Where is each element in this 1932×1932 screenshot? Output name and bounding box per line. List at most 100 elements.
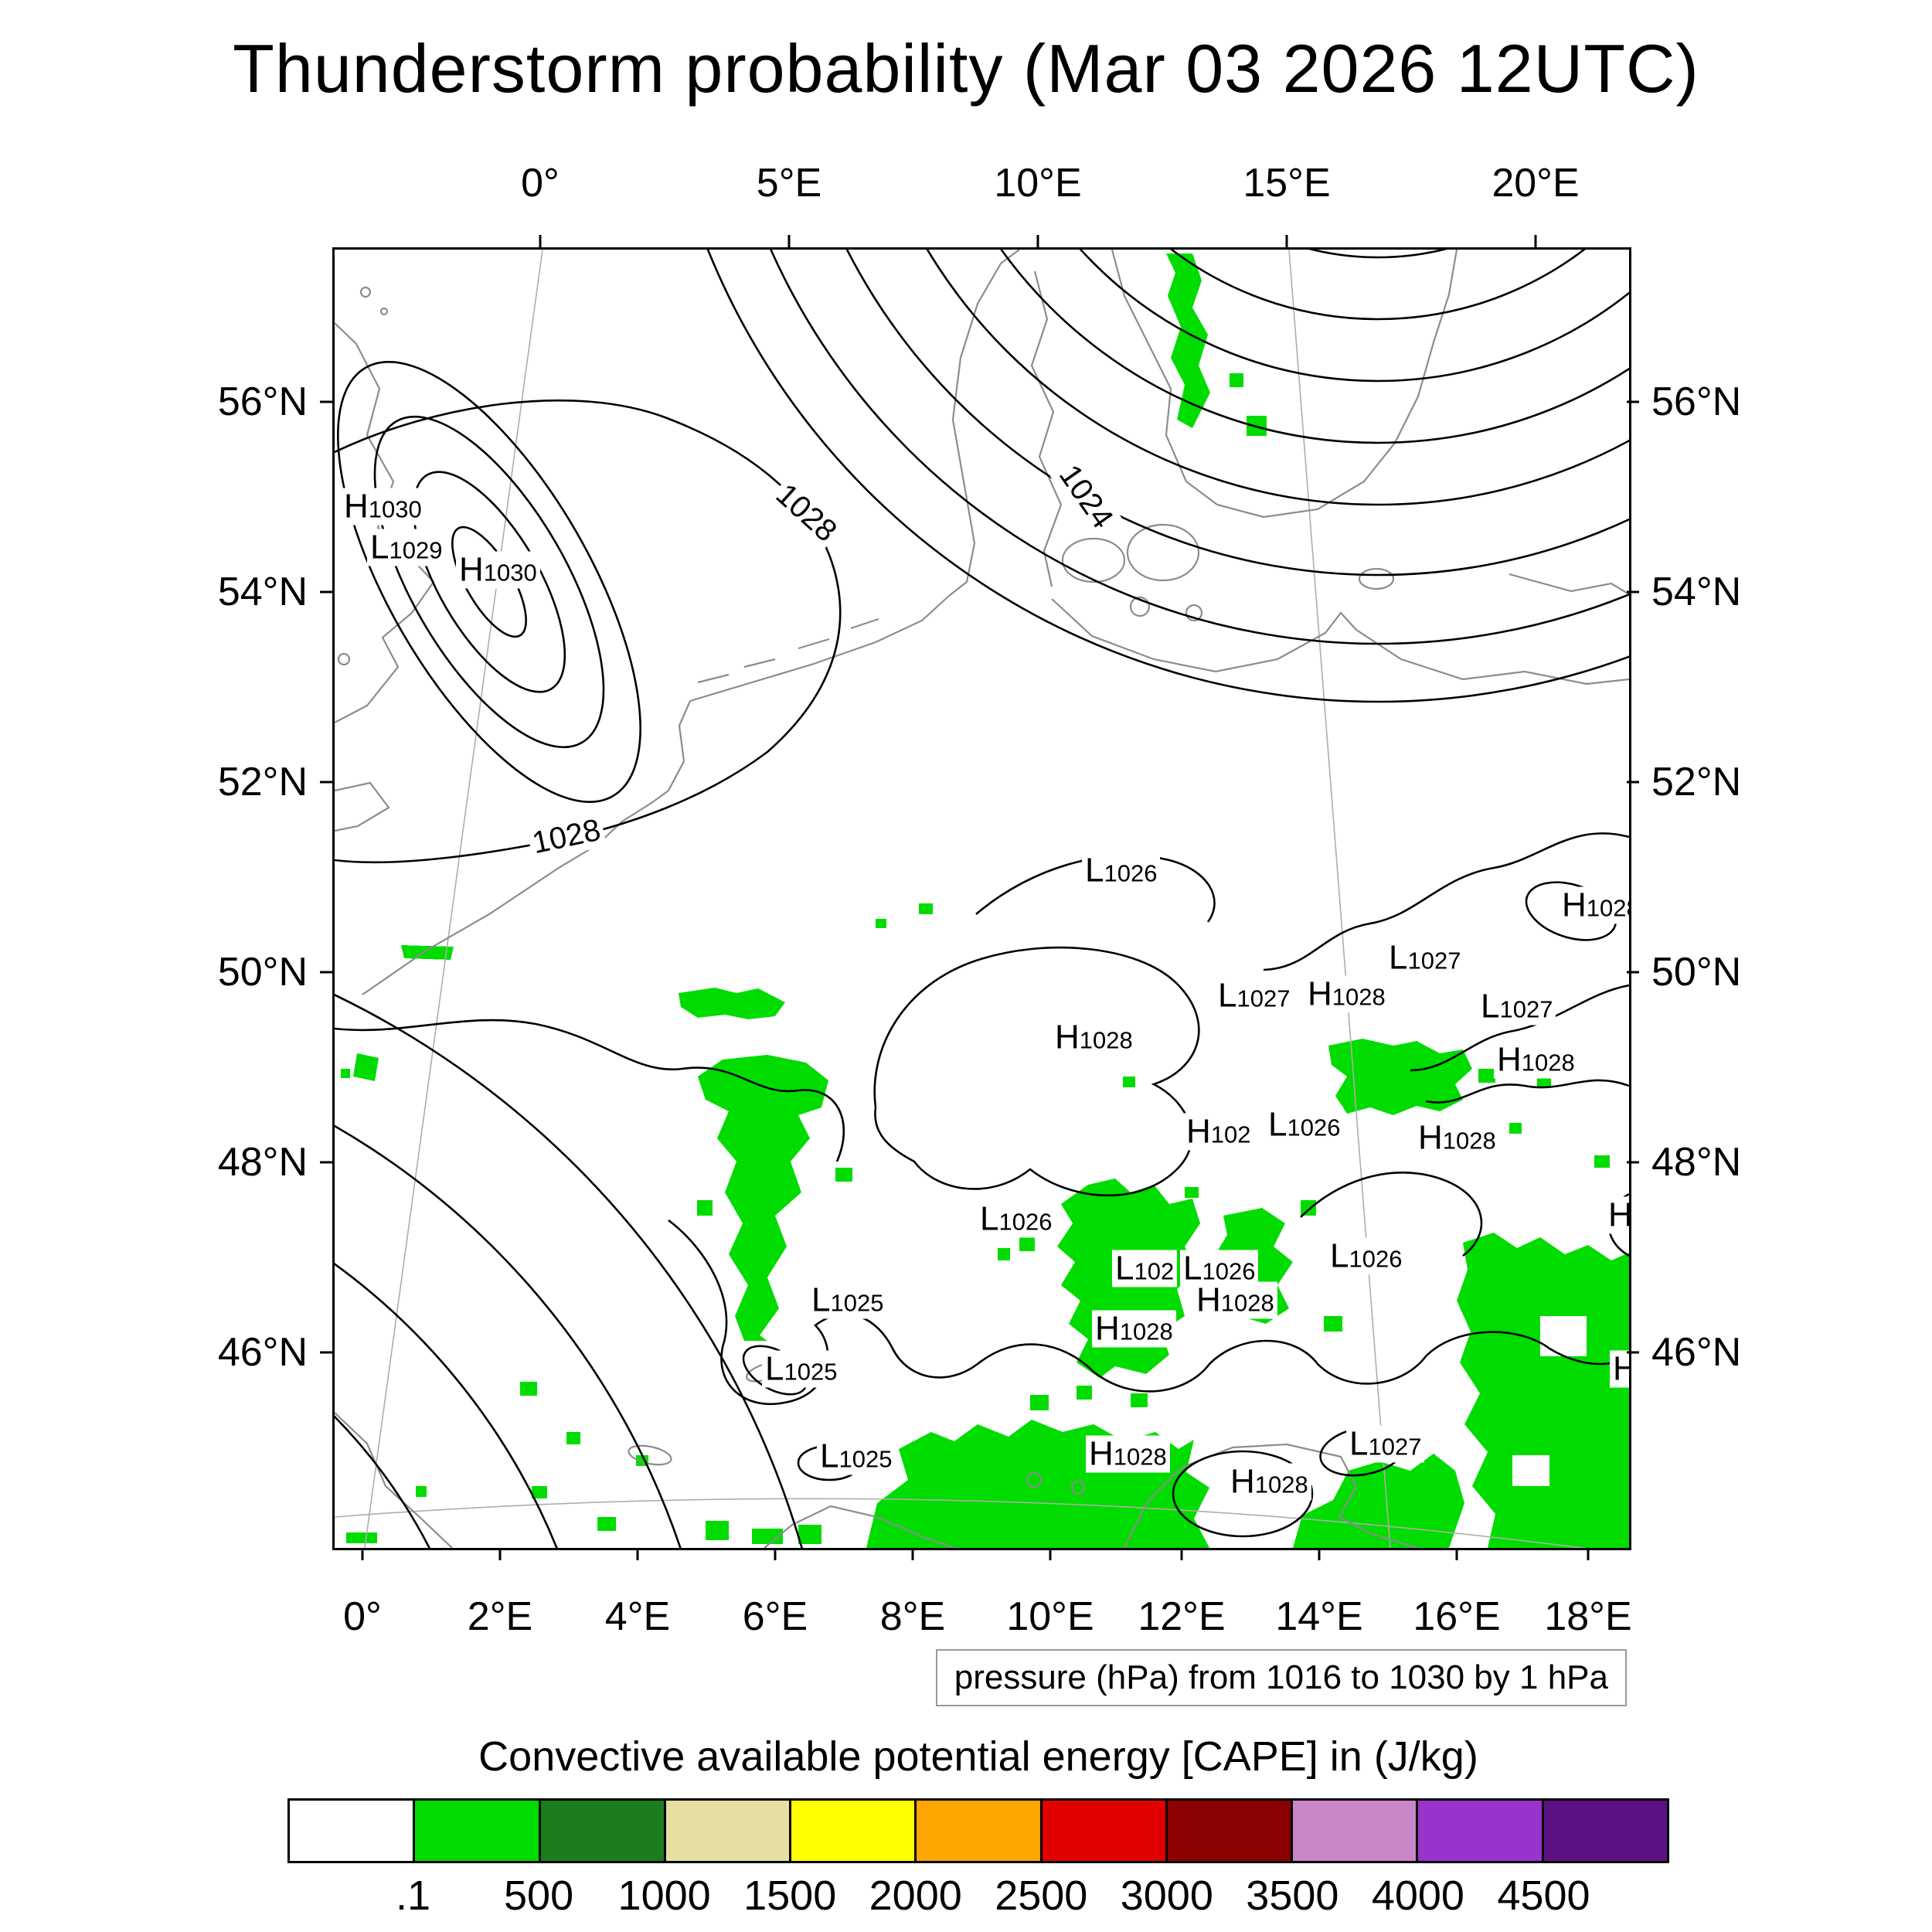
pressure-center-high: H1030 — [341, 488, 425, 526]
cape-shading-layer-shape — [1478, 1069, 1495, 1083]
pressure-center-letter: H — [1089, 1434, 1114, 1473]
bottom-axis-tick-label: 2°E — [467, 1594, 533, 1639]
pressure-center-letter: L — [1268, 1105, 1287, 1144]
cape-shading-layer-shape — [346, 1532, 377, 1543]
pressure-center-low: L1026 — [1180, 1250, 1259, 1287]
left-tick-mark — [320, 1351, 332, 1354]
cape-shading-layer-shape — [697, 1200, 713, 1216]
pressure-center-letter: H — [1497, 1040, 1522, 1079]
left-tick-mark — [320, 590, 332, 594]
top-axis-tick-label: 20°E — [1492, 161, 1580, 206]
pressure-center-value: 1028 — [1113, 1443, 1167, 1471]
cape-shading-layer-shape — [876, 919, 886, 928]
pressure-center-low: L1027 — [1346, 1425, 1425, 1463]
cape-shading-layer-shape — [566, 1432, 580, 1444]
pressure-center-letter: L — [765, 1349, 784, 1388]
pressure-contour-layer-shape — [668, 1219, 1629, 1406]
bottom-axis-tick-label: 6°E — [742, 1594, 808, 1639]
cape-shading-layer-shape — [1457, 1233, 1629, 1548]
right-axis-tick-label: 52°N — [1651, 760, 1742, 804]
colorbar-tick-label: 4000 — [1371, 1872, 1464, 1919]
cape-shading-layer-shape — [1594, 1155, 1610, 1168]
colorbar-segment — [789, 1801, 915, 1861]
colorbar-tick-label: 3000 — [1120, 1872, 1213, 1919]
right-axis-tick-label: 50°N — [1651, 950, 1742, 995]
cape-shading-layer-shape — [1131, 1393, 1148, 1407]
bottom-tick-mark — [911, 1548, 914, 1560]
coastline-layer-shape — [1358, 567, 1395, 590]
pressure-contour-layer-shape — [335, 1415, 430, 1548]
cape-shading-layer-shape — [520, 1382, 537, 1396]
top-axis-tick-label: 5°E — [756, 161, 822, 206]
pressure-center-letter: H — [1196, 1281, 1221, 1319]
cape-shading-layer-shape — [1077, 1386, 1092, 1400]
pressure-center-value: 1028 — [1119, 1318, 1173, 1345]
top-tick-mark — [1285, 235, 1288, 247]
colorbar-tick-label: 1500 — [743, 1872, 837, 1919]
pressure-center-value: 1027 — [1236, 985, 1291, 1012]
pressure-center-value: 1026 — [1349, 1245, 1403, 1273]
pressure-center-low: L1027 — [1215, 976, 1294, 1015]
coastline-layer-shape — [668, 700, 692, 791]
right-tick-mark — [1627, 400, 1639, 403]
left-tick-mark — [320, 781, 332, 784]
coastline-layer-shape — [948, 250, 1020, 597]
right-axis-tick-label: 56°N — [1651, 379, 1742, 424]
cape-shading-layer-shape — [1230, 373, 1243, 387]
colorbar-tick-label: .1 — [396, 1872, 431, 1919]
pressure-center-high: H1028 — [1086, 1434, 1170, 1473]
pressure-contour-layer-shape — [335, 1019, 845, 1162]
coastline-layer-shape — [1126, 523, 1200, 582]
cape-shading-layer-shape — [401, 945, 454, 960]
pressure-center-letter: L — [1218, 976, 1237, 1015]
pressure-center-value: 1027 — [1407, 947, 1461, 975]
pressure-center-high: H1028 — [1494, 1040, 1578, 1079]
coastline-layer-shape — [1026, 1471, 1043, 1488]
bottom-tick-mark — [774, 1548, 777, 1560]
cape-shading-layer-shape — [706, 1521, 729, 1540]
coastline-layer-shape — [335, 1412, 453, 1548]
pressure-center-value: 1028 — [1332, 983, 1386, 1011]
pressure-center-value: 102 — [1210, 1121, 1251, 1148]
pressure-center-value: 1026 — [1104, 859, 1158, 887]
pressure-contour-layer-shape — [1300, 1172, 1483, 1257]
colorbar-segment — [914, 1801, 1040, 1861]
left-axis-tick-label: 48°N — [217, 1140, 308, 1185]
cape-shading-layer-shape — [341, 1069, 350, 1078]
right-tick-mark — [1627, 971, 1639, 974]
map-canvas — [335, 250, 1629, 1548]
pressure-contour-layer-shape — [1263, 832, 1629, 971]
right-tick-mark — [1627, 1351, 1639, 1354]
bottom-axis-tick-label: 8°E — [879, 1594, 946, 1639]
pressure-contour-layer — [335, 250, 1629, 1548]
top-axis-tick-label: 0° — [521, 161, 560, 206]
bottom-tick-mark — [1455, 1548, 1458, 1560]
pressure-center-value: 1026 — [998, 1208, 1053, 1236]
left-tick-mark — [320, 971, 332, 974]
pressure-center-letter: H — [1230, 1462, 1255, 1501]
pressure-center-low: L1026 — [1082, 852, 1161, 889]
coastline-layer-shape — [1111, 250, 1458, 519]
coastline-layer-shape — [1051, 598, 1629, 685]
pressure-center-value: 1028 — [1442, 1127, 1496, 1155]
colorbar-tick-label: 4500 — [1497, 1872, 1590, 1919]
cape-shading-layer-shape — [679, 988, 785, 1019]
coastline-layer-shape — [1185, 604, 1203, 622]
colorbar-tick-label: 3500 — [1246, 1872, 1339, 1919]
right-axis-tick-label: 46°N — [1651, 1330, 1742, 1375]
pressure-center-value: 1030 — [368, 495, 422, 523]
pressure-contour-layer-shape — [770, 250, 1629, 645]
pressure-center-high: H1028 — [1193, 1281, 1277, 1319]
pressure-center-high: H1028 — [1227, 1462, 1311, 1501]
pressure-center-letter: H — [1186, 1112, 1211, 1151]
left-axis-tick-label: 50°N — [217, 950, 308, 995]
pressure-contour-layer-shape — [335, 1124, 682, 1548]
graticule-layer-shape — [335, 1498, 1587, 1548]
cape-shading-layer-shape — [353, 1053, 379, 1081]
coastline-layer-shape — [1061, 537, 1126, 583]
pressure-center-high: H1028 — [1304, 975, 1389, 1013]
pressure-center-letter: L — [980, 1199, 999, 1238]
left-tick-mark — [320, 400, 332, 403]
left-axis-tick-label: 56°N — [217, 379, 308, 424]
coastline-layer-shape — [1030, 270, 1063, 587]
